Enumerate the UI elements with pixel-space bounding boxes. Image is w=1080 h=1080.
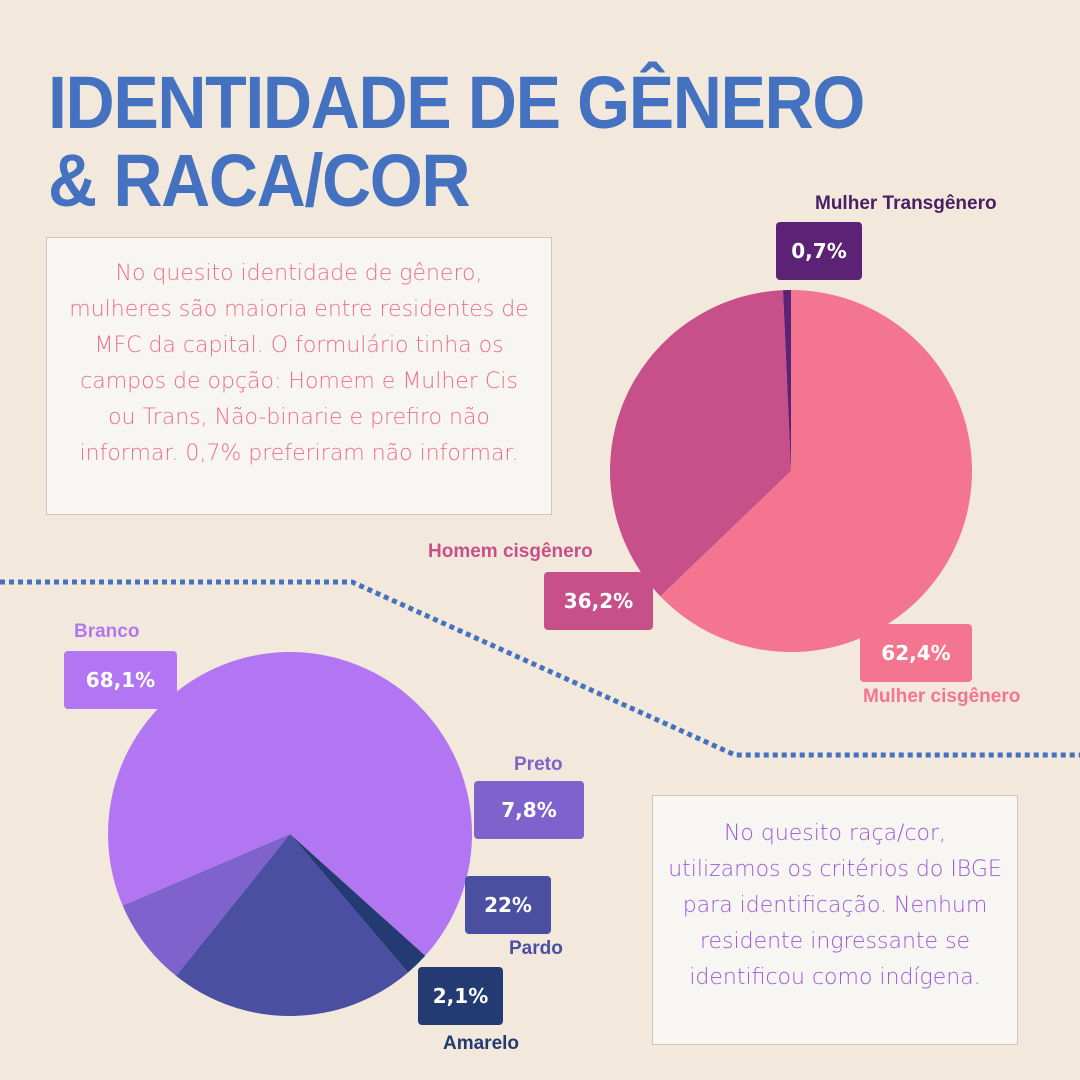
pie-slice-mulher-transgenero [782,290,791,471]
gender-pie-chart [610,290,973,652]
pie-slice-pardo [176,834,409,1016]
badge-preto: 7,8% [474,781,584,839]
legend-label-amarelo: Amarelo [443,1033,520,1054]
badge-mulher-transgenero: 0,7% [776,222,862,280]
page-title: IDENTIDADE DE GÊNERO & RACA/COR [48,61,865,222]
pie-slice-preto [122,834,290,976]
title-line-1: IDENTIDADE DE GÊNERO [48,61,865,144]
pie-slice-amarelo [290,834,426,973]
pie-slice-homem-cisgenero [610,290,791,597]
badge-mulher-cisgenero: 62,4% [860,624,972,682]
badge-amarelo: 2,1% [418,967,503,1025]
legend-label-homem-cisgenero: Homem cisgênero [428,541,593,562]
legend-label-mulher-cisgenero: Mulher cisgênero [863,686,1021,707]
badge-pardo: 22% [465,876,551,934]
legend-label-branco: Branco [74,621,140,642]
legend-label-mulher-transgenero: Mulher Transgênero [815,193,997,214]
badge-branco: 68,1% [64,651,177,709]
race-note: No quesito raça/cor, utilizamos os crité… [652,795,1018,1045]
pie-slice-mulher-cisgenero [660,290,973,652]
legend-label-preto: Preto [514,754,563,775]
race-pie-chart [108,651,473,1016]
gender-note: No quesito identidade de gênero, mulhere… [46,237,552,515]
badge-homem-cisgenero: 36,2% [544,572,653,630]
title-line-2: & RACA/COR [48,139,471,222]
legend-label-pardo: Pardo [509,938,563,959]
pie-slice-branco [108,651,473,956]
